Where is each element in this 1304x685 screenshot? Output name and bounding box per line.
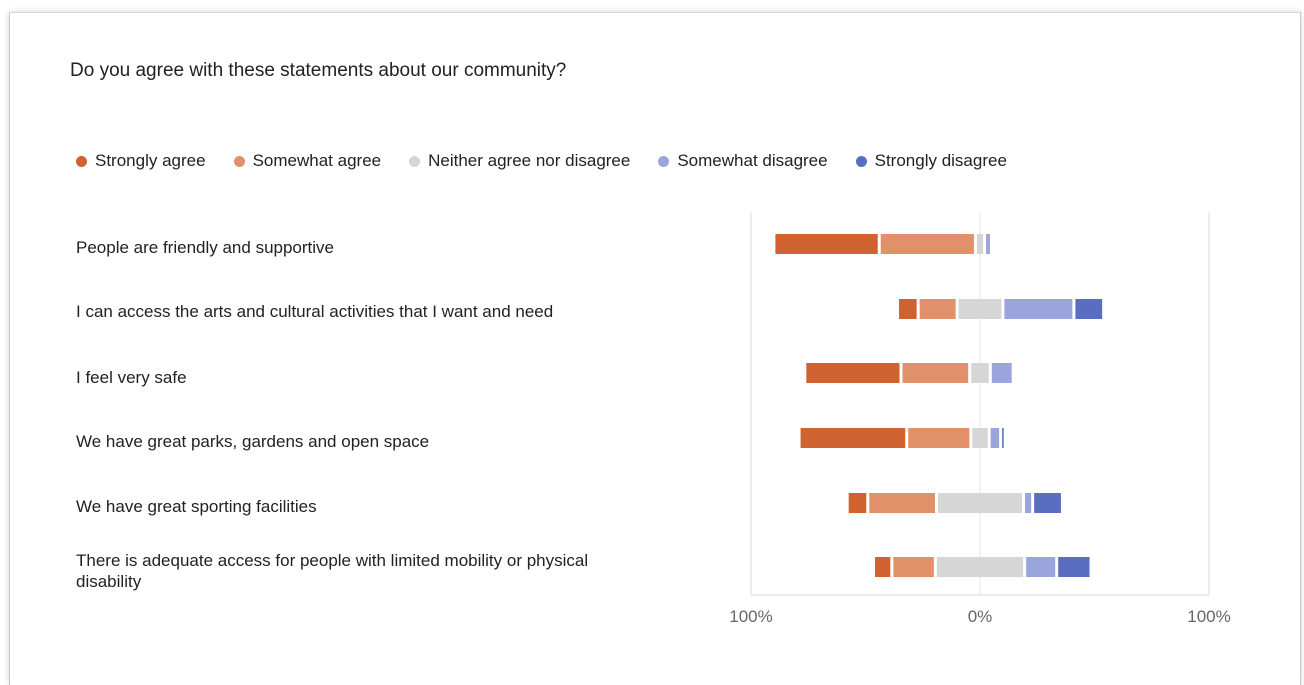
- bar-strongly-disagree: [1075, 299, 1103, 319]
- category-label: I feel very safe: [76, 368, 187, 387]
- legend-item-strongly-disagree: Strongly disagree: [855, 151, 1007, 171]
- bar-somewhat-agree: [908, 428, 970, 448]
- legend-item-somewhat-agree: Somewhat agree: [233, 151, 382, 171]
- bar-neither: [972, 428, 988, 448]
- chart-title: Do you agree with these statements about…: [70, 60, 567, 81]
- category-label: There is adequate access for people with…: [76, 551, 589, 591]
- bar-somewhat-agree: [880, 234, 974, 254]
- bar-strongly-disagree: [1034, 493, 1061, 513]
- legend-label-strongly-agree: Strongly agree: [95, 151, 206, 170]
- bar-strongly-disagree: [1058, 557, 1090, 577]
- bar-neither: [971, 363, 989, 383]
- x-tick-label: 100%: [729, 607, 772, 626]
- legend-dot-somewhat-disagree: [658, 155, 670, 167]
- bar-somewhat-agree: [919, 299, 956, 319]
- bar-somewhat-disagree: [1025, 493, 1032, 513]
- category-label: I can access the arts and cultural activ…: [76, 302, 554, 321]
- legend-label-neither: Neither agree nor disagree: [428, 151, 631, 170]
- legend-item-neither: Neither agree nor disagree: [409, 151, 630, 171]
- category-label: People are friendly and supportive: [76, 238, 334, 257]
- category-label: We have great sporting facilities: [76, 497, 317, 516]
- x-tick-label: 100%: [1187, 607, 1230, 626]
- bar-somewhat-disagree: [990, 428, 1000, 448]
- bar-neither: [958, 299, 1002, 319]
- legend-label-somewhat-agree: Somewhat agree: [252, 151, 382, 170]
- legend-item-somewhat-disagree: Somewhat disagree: [658, 151, 828, 171]
- bar-strongly-agree: [875, 557, 891, 577]
- bar-strongly-agree: [806, 363, 900, 383]
- legend-dot-neither: [409, 155, 421, 167]
- x-tick-label: 0%: [968, 607, 993, 626]
- bar-strongly-agree: [775, 234, 878, 254]
- legend-dot-strongly-disagree: [855, 155, 867, 167]
- chart-legend: Strongly agree Somewhat agree Neither ag…: [76, 151, 1035, 171]
- bar-neither: [936, 557, 1024, 577]
- legend-dot-strongly-agree: [76, 155, 87, 167]
- legend-label-strongly-disagree: Strongly disagree: [874, 151, 1007, 170]
- bar-somewhat-agree: [893, 557, 934, 577]
- bar-neither: [937, 493, 1023, 513]
- bar-somewhat-disagree: [986, 234, 990, 254]
- bar-somewhat-disagree: [1026, 557, 1056, 577]
- bar-strongly-disagree: [1002, 428, 1004, 448]
- category-label: We have great parks, gardens and open sp…: [76, 432, 430, 451]
- bar-strongly-agree: [899, 299, 917, 319]
- bar-somewhat-disagree: [1004, 299, 1073, 319]
- bar-strongly-agree: [848, 493, 867, 513]
- tick-group: 100% 0% 100%: [729, 607, 1230, 626]
- bar-somewhat-agree: [869, 493, 935, 513]
- bar-group: [775, 234, 1103, 577]
- legend-label-somewhat-disagree: Somewhat disagree: [677, 151, 828, 170]
- bar-somewhat-disagree: [991, 363, 1012, 383]
- bar-somewhat-agree: [902, 363, 969, 383]
- bar-neither: [976, 234, 984, 254]
- legend-item-strongly-agree: Strongly agree: [76, 151, 206, 171]
- bar-strongly-agree: [800, 428, 906, 448]
- legend-dot-somewhat-agree: [233, 155, 245, 167]
